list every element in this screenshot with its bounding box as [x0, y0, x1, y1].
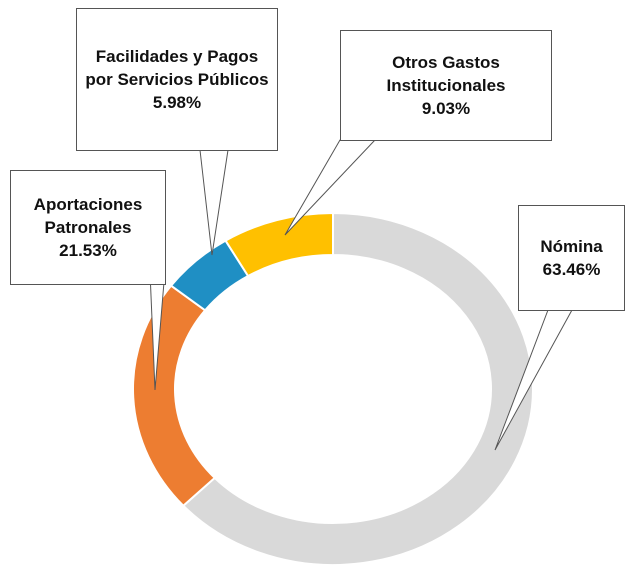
callout: Nómina 63.46%	[518, 205, 625, 311]
callout: Otros Gastos Institucionales 9.03%	[340, 30, 552, 141]
category-label: Otros Gastos Institucionales	[386, 53, 506, 95]
category-label: Facilidades y Pagos por Servicios Públic…	[85, 47, 269, 89]
category-label: Aportaciones Patronales	[33, 195, 143, 237]
category-label: Nómina	[540, 237, 603, 256]
value-label: 9.03%	[421, 99, 471, 118]
value-label: 5.98%	[152, 93, 202, 112]
donut-segment	[224, 211, 334, 278]
callout-pointer	[199, 149, 229, 256]
value-label: 21.53%	[59, 241, 117, 260]
value-label: 63.46%	[542, 260, 601, 279]
donut	[132, 211, 534, 565]
callout: Facilidades y Pagos por Servicios Públic…	[76, 8, 278, 151]
callout: Aportaciones Patronales 21.53%	[10, 170, 166, 285]
donut-segment	[132, 284, 217, 508]
donut-segment	[181, 211, 534, 565]
